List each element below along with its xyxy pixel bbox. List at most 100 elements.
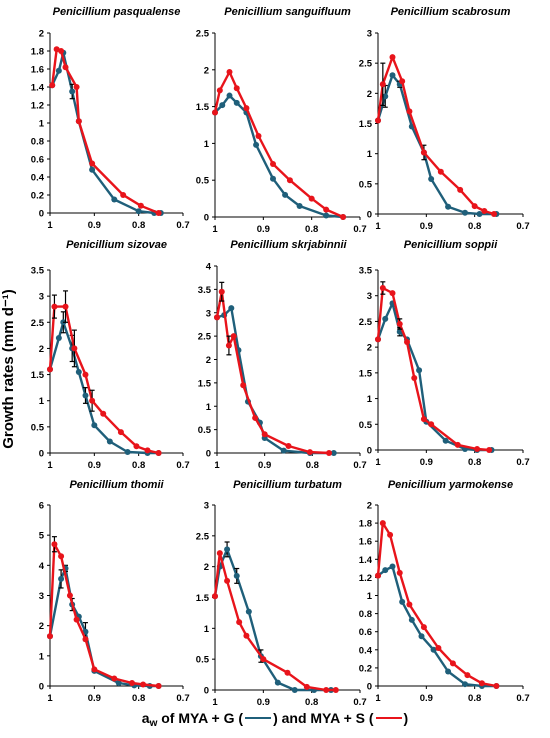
chart-panel-4: Penicillium sizovae 0 0.5 1 1.5 2 2.5 3 3.5 1 0.9 0… bbox=[31, 239, 190, 471]
data-point-mya-g bbox=[135, 208, 142, 215]
x-tick-label: 1 bbox=[212, 697, 218, 708]
data-point-mya-s bbox=[226, 69, 233, 76]
y-tick-label: 2.5 bbox=[359, 317, 373, 328]
data-point-mya-g bbox=[233, 99, 240, 106]
data-point-mya-g bbox=[399, 598, 406, 605]
y-tick-label: 4 bbox=[39, 561, 45, 572]
data-point-mya-s bbox=[111, 675, 118, 682]
data-point-mya-g bbox=[55, 334, 62, 341]
chart-panel-6: Penicillium soppii 0 0.5 1 1.5 2 2.5 3 3.5 1 0.9 0.… bbox=[359, 239, 530, 468]
data-point-mya-s bbox=[375, 117, 381, 124]
y-tick-label: 1.5 bbox=[359, 368, 373, 379]
data-point-mya-s bbox=[243, 105, 250, 112]
data-point-mya-g bbox=[280, 447, 287, 454]
data-point-mya-s bbox=[240, 382, 247, 389]
x-tick-label: 0.8 bbox=[305, 697, 318, 708]
data-point-mya-s bbox=[435, 644, 442, 651]
data-point-mya-g bbox=[296, 202, 303, 209]
y-tick-label: 0 bbox=[39, 209, 44, 220]
x-tick-label: 0.8 bbox=[132, 693, 145, 704]
x-tick-label: 0.8 bbox=[132, 220, 145, 231]
data-point-mya-s bbox=[47, 633, 53, 640]
series-line-mya-s bbox=[376, 521, 497, 688]
chart-title: Penicillium pasqualense bbox=[53, 6, 181, 18]
y-tick-label: 4 bbox=[206, 262, 212, 273]
data-point-mya-s bbox=[454, 441, 461, 448]
aw-subscript: w bbox=[149, 718, 158, 729]
x-tick-label: 0.9 bbox=[257, 224, 270, 235]
data-point-mya-s bbox=[396, 321, 403, 327]
data-point-mya-s bbox=[155, 450, 162, 456]
chart-title: Penicillium scabrosum bbox=[391, 6, 511, 18]
data-point-mya-s bbox=[71, 345, 78, 352]
data-point-mya-g bbox=[219, 102, 226, 109]
x-tick-label: 0.8 bbox=[468, 457, 481, 468]
data-point-mya-s bbox=[233, 85, 240, 92]
data-point-mya-g bbox=[106, 438, 113, 445]
data-point-mya-s bbox=[437, 168, 444, 175]
x-tick-label: 0.9 bbox=[88, 460, 101, 471]
data-point-mya-g bbox=[382, 93, 389, 100]
x-tick-label: 0.7 bbox=[176, 460, 189, 471]
series-line-mya-s bbox=[213, 70, 344, 219]
series-line-mya-g bbox=[213, 548, 331, 692]
legend-swatch-mya-s bbox=[375, 717, 402, 719]
series-line-mya-g bbox=[48, 567, 159, 688]
data-point-mya-s bbox=[474, 445, 481, 452]
data-point-mya-s bbox=[471, 203, 478, 210]
x-tick-label: 0.9 bbox=[88, 220, 101, 231]
chart-title: Penicillium sanguifluum bbox=[224, 6, 351, 18]
data-point-mya-g bbox=[476, 211, 483, 217]
x-tick-label: 0.8 bbox=[305, 224, 318, 235]
y-tick-label: 1.5 bbox=[359, 119, 373, 130]
y-tick-label: 0.5 bbox=[359, 420, 373, 431]
y-tick-label: 1 bbox=[204, 139, 210, 150]
data-point-mya-s bbox=[406, 108, 413, 115]
data-point-mya-g bbox=[55, 67, 62, 74]
data-point-mya-s bbox=[379, 81, 386, 88]
data-point-mya-s bbox=[73, 84, 80, 90]
data-point-mya-s bbox=[481, 207, 488, 214]
data-point-mya-s bbox=[428, 421, 435, 428]
chart-title: Penicillium yarmokense bbox=[388, 479, 513, 491]
y-tick-label: 0.6 bbox=[359, 627, 372, 638]
data-point-mya-s bbox=[89, 160, 96, 167]
x-tick-label: 0.8 bbox=[468, 693, 481, 704]
data-point-mya-s bbox=[411, 375, 418, 381]
x-tick-label: 0.8 bbox=[132, 460, 145, 471]
data-point-mya-s bbox=[306, 449, 313, 456]
data-point-mya-g bbox=[408, 616, 415, 623]
y-tick-label: 1.5 bbox=[198, 378, 212, 389]
data-point-mya-g bbox=[274, 679, 281, 686]
x-tick-label: 1 bbox=[47, 460, 53, 471]
y-tick-label: 2.5 bbox=[359, 59, 373, 70]
data-point-mya-s bbox=[155, 683, 162, 689]
x-tick-label: 1 bbox=[214, 460, 220, 471]
y-tick-label: 0 bbox=[204, 213, 209, 224]
data-point-mya-s bbox=[144, 447, 151, 454]
data-point-mya-g bbox=[58, 575, 65, 582]
x-tick-label: 1 bbox=[375, 221, 381, 232]
y-tick-label: 5 bbox=[39, 531, 45, 542]
y-tick-label: 3.5 bbox=[359, 266, 373, 277]
y-tick-label: 1 bbox=[367, 394, 373, 405]
y-tick-label: 2 bbox=[204, 65, 209, 76]
x-tick-label: 0.9 bbox=[420, 221, 433, 232]
y-tick-label: 0.8 bbox=[31, 137, 44, 148]
x-caption-part-3: ) bbox=[403, 710, 409, 726]
data-point-mya-s bbox=[464, 672, 471, 679]
data-point-mya-s bbox=[117, 429, 124, 436]
series-line-mya-g bbox=[48, 321, 159, 455]
data-point-mya-s bbox=[284, 669, 291, 676]
data-point-mya-g bbox=[89, 166, 96, 173]
y-tick-label: 1.5 bbox=[31, 370, 45, 381]
x-tick-label: 1 bbox=[212, 224, 218, 235]
series-line-mya-s bbox=[215, 290, 330, 455]
y-tick-label: 0 bbox=[367, 446, 372, 457]
data-point-mya-s bbox=[218, 288, 225, 295]
data-point-mya-s bbox=[225, 342, 232, 349]
y-tick-label: 1.4 bbox=[359, 555, 373, 566]
y-tick-label: 2 bbox=[367, 501, 372, 512]
y-tick-label: 2.5 bbox=[198, 332, 212, 343]
